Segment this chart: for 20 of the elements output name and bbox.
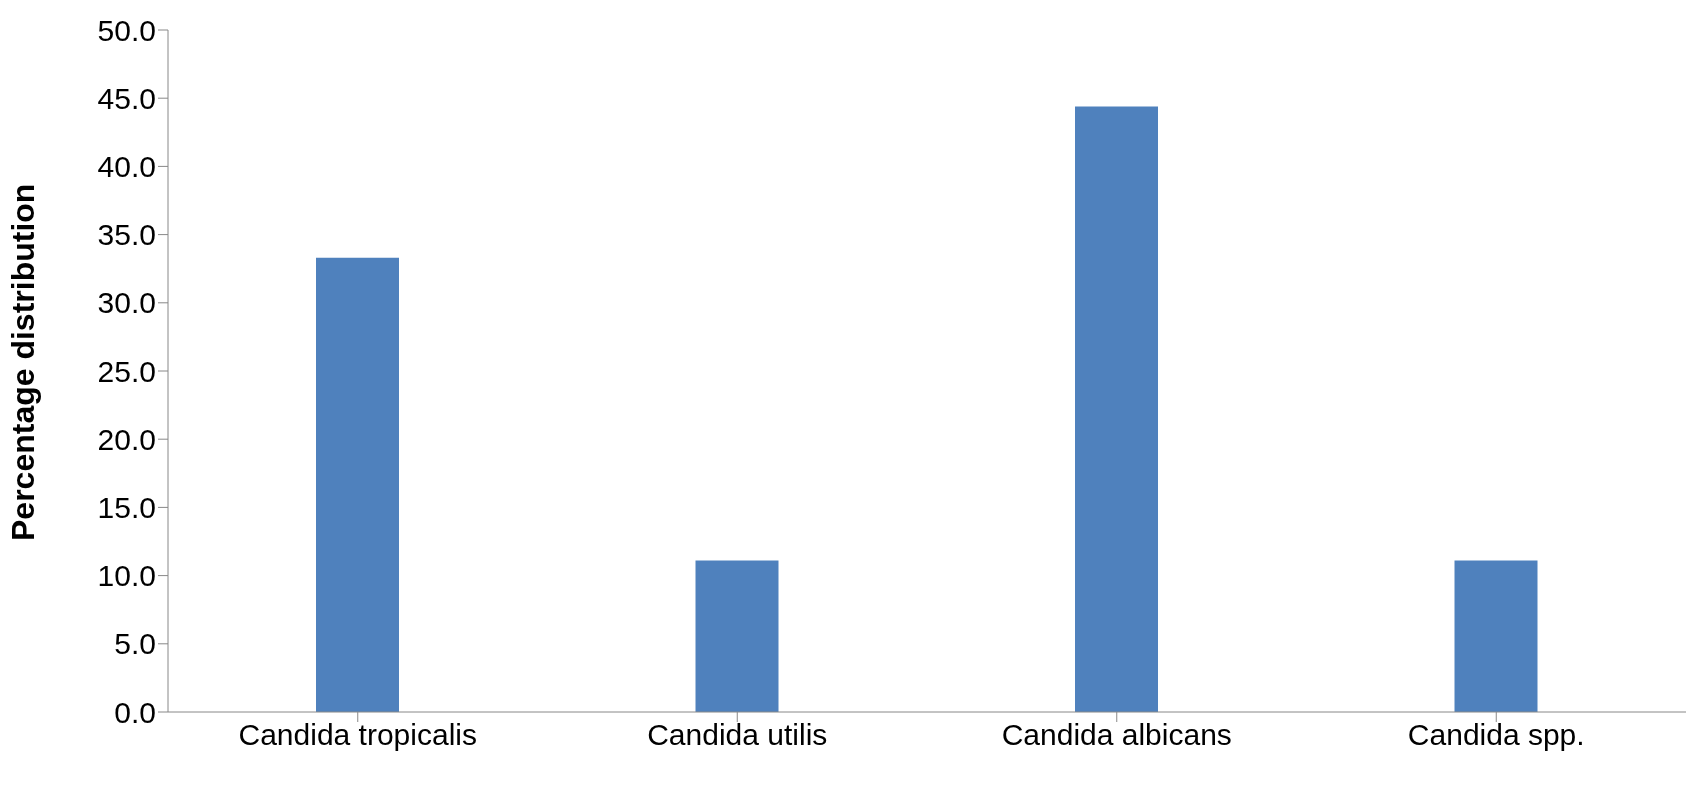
y-tick-label: 35.0 — [97, 218, 156, 252]
y-tick-label: 45.0 — [97, 81, 156, 115]
y-tick-label: 30.0 — [97, 286, 156, 320]
y-tick-label: 25.0 — [97, 354, 156, 388]
x-tick-label: Candida tropicalis — [238, 718, 477, 752]
y-tick-label: 50.0 — [97, 13, 156, 47]
bar — [1454, 560, 1538, 712]
x-tick-label: Candida utilis — [647, 718, 828, 752]
y-tick-label: 15.0 — [97, 491, 156, 525]
x-tick-label: Candida spp. — [1407, 718, 1585, 752]
y-tick-label: 20.0 — [97, 422, 156, 456]
x-tick-label: Candida albicans — [1001, 718, 1232, 752]
y-tick-label: 5.0 — [114, 627, 156, 661]
y-axis-title: Percentage distribution — [5, 183, 42, 541]
y-tick-label: 0.0 — [114, 695, 156, 729]
y-tick-label: 40.0 — [97, 150, 156, 184]
bar — [316, 257, 400, 712]
bar — [1075, 106, 1159, 712]
y-tick-label: 10.0 — [97, 559, 156, 593]
bar — [695, 560, 779, 712]
